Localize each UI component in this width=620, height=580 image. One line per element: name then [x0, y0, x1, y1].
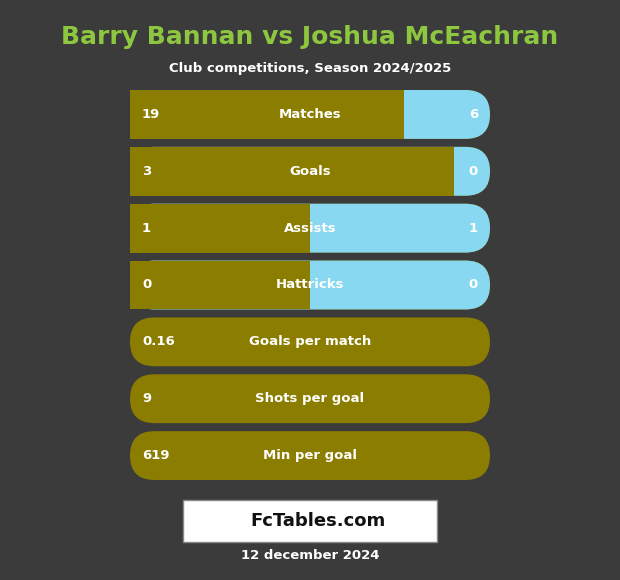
Text: 12 december 2024: 12 december 2024: [241, 549, 379, 562]
Text: Matches: Matches: [278, 108, 342, 121]
FancyBboxPatch shape: [130, 260, 490, 309]
Text: 619: 619: [142, 449, 169, 462]
Bar: [130, 147, 454, 195]
Text: 0: 0: [469, 278, 478, 292]
Text: Assists: Assists: [284, 222, 336, 235]
FancyBboxPatch shape: [130, 90, 490, 139]
Text: 3: 3: [142, 165, 151, 178]
Text: Barry Bannan vs Joshua McEachran: Barry Bannan vs Joshua McEachran: [61, 25, 559, 49]
Text: Club competitions, Season 2024/2025: Club competitions, Season 2024/2025: [169, 62, 451, 75]
Text: 0: 0: [469, 165, 478, 178]
FancyBboxPatch shape: [130, 204, 490, 252]
Text: Goals per match: Goals per match: [249, 335, 371, 349]
Bar: [130, 204, 310, 252]
Text: 19: 19: [142, 108, 160, 121]
Text: Hattricks: Hattricks: [276, 278, 344, 292]
Text: 1: 1: [469, 222, 478, 235]
FancyBboxPatch shape: [130, 204, 490, 252]
Text: Goals: Goals: [289, 165, 331, 178]
Text: Shots per goal: Shots per goal: [255, 392, 365, 405]
Bar: [130, 260, 310, 309]
FancyBboxPatch shape: [130, 147, 490, 195]
FancyBboxPatch shape: [130, 374, 490, 423]
FancyBboxPatch shape: [130, 317, 490, 367]
FancyBboxPatch shape: [183, 500, 437, 542]
Text: 9: 9: [142, 392, 151, 405]
Text: 6: 6: [469, 108, 478, 121]
Text: 0: 0: [142, 278, 151, 292]
FancyBboxPatch shape: [130, 147, 490, 195]
Bar: [130, 90, 404, 139]
Text: 1: 1: [142, 222, 151, 235]
Text: FcTables.com: FcTables.com: [250, 512, 386, 530]
Text: 0.16: 0.16: [142, 335, 175, 349]
Text: Min per goal: Min per goal: [263, 449, 357, 462]
FancyBboxPatch shape: [130, 260, 490, 309]
FancyBboxPatch shape: [130, 90, 490, 139]
FancyBboxPatch shape: [130, 431, 490, 480]
